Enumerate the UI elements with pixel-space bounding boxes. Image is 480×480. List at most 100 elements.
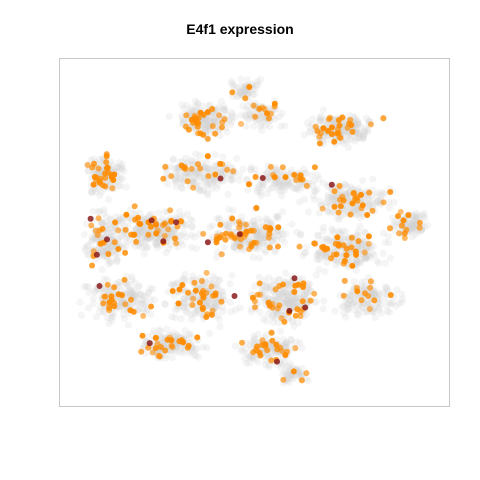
background-cell-point [177,174,185,182]
background-cell-point [221,106,229,114]
background-cell-point [292,294,301,302]
background-cell-point [356,257,364,266]
background-cell-point [314,250,322,259]
background-cell-point [157,334,166,342]
background-cell-point [76,298,84,306]
expressing-cell-point [359,202,366,209]
background-cell-point [381,283,389,291]
background-cell-point [190,351,198,359]
background-cell-point [206,166,214,174]
background-cell-point [354,118,362,126]
background-cell-point [147,295,155,304]
background-cell-point [98,253,106,261]
background-cell-point [131,291,139,299]
background-cell-point [140,243,148,251]
background-cell-point [364,127,372,136]
background-cell-point [201,125,210,133]
background-cell-point [250,221,258,229]
background-cell-point [369,175,377,183]
expressing-cell-point [276,302,283,309]
background-cell-point [346,136,354,144]
background-cell-point [420,209,428,217]
background-cell-point [119,175,127,183]
background-cell-point [363,196,371,204]
high-expression-cell-point [173,219,180,226]
background-cell-point [103,229,111,237]
expressing-cell-point [303,370,310,377]
background-cell-point [205,164,213,172]
background-cell-point [228,176,236,184]
background-cell-point [258,113,267,121]
background-cell-point [158,334,166,342]
background-cell-point [99,308,107,316]
expressing-cell-point [380,115,387,122]
background-cell-point [241,355,249,363]
background-cell-point [314,232,322,240]
background-cell-point [237,82,245,90]
expressing-cell-point [168,217,175,224]
background-cell-point [209,222,217,230]
high-expression-cell-point [274,358,280,365]
background-cell-point [411,224,419,232]
background-cell-point [130,286,138,294]
background-cell-point [210,116,218,124]
background-cell-point [286,302,294,310]
background-cell-point [115,173,123,181]
expressing-cell-point [185,342,192,349]
background-cell-point [407,218,415,226]
background-cell-point [180,295,189,303]
background-cell-point [409,215,417,224]
background-cell-point [257,224,265,232]
background-cell-point [339,227,347,235]
background-cell-point [246,359,254,367]
expressing-cell-point [316,140,323,147]
background-cell-point [194,353,202,361]
background-cell-point [409,220,417,228]
expressing-cell-point [204,153,211,160]
expressing-cell-point [290,368,297,375]
background-cell-point [280,308,288,316]
background-cell-point [240,83,248,91]
background-cell-point [338,303,346,311]
background-cell-point [233,92,241,100]
background-cell-point [114,278,123,286]
background-cell-point [96,308,104,316]
background-cell-point [91,288,99,296]
background-cell-point [275,113,283,121]
expressing-cell-point [297,313,304,320]
background-cell-point [323,234,331,242]
background-cell-point [201,119,209,127]
background-cell-point [279,288,287,296]
background-cell-point [105,260,113,268]
background-cell-point [263,168,271,176]
background-cell-point [153,240,161,248]
expressing-cell-point [400,217,407,224]
background-cell-point [92,188,100,196]
high-expression-cell-point [259,175,266,181]
background-cell-point [352,266,360,274]
background-cell-point [278,360,287,368]
background-cell-point [360,129,368,137]
expressing-cell-point [99,182,106,189]
background-cell-point [170,281,178,289]
background-cell-point [316,114,325,122]
background-cell-point [324,206,333,215]
background-cell-point [96,155,104,163]
background-cell-point [315,265,323,274]
background-cell-point [284,290,292,299]
expressing-cell-point [148,303,155,310]
background-cell-point [206,276,214,284]
expressing-cell-point [340,292,347,299]
background-cell-point [371,291,379,299]
background-cell-point [107,314,115,322]
expressing-cell-point [352,248,359,255]
background-cell-point [281,300,289,308]
background-cell-point [371,199,379,207]
expressing-cell-point [188,165,195,172]
background-cell-point [281,369,289,377]
background-cell-point [307,127,315,135]
background-cell-point [249,353,257,361]
background-cell-point [221,107,229,115]
background-cell-point [262,317,270,325]
background-cell-point [250,336,258,344]
